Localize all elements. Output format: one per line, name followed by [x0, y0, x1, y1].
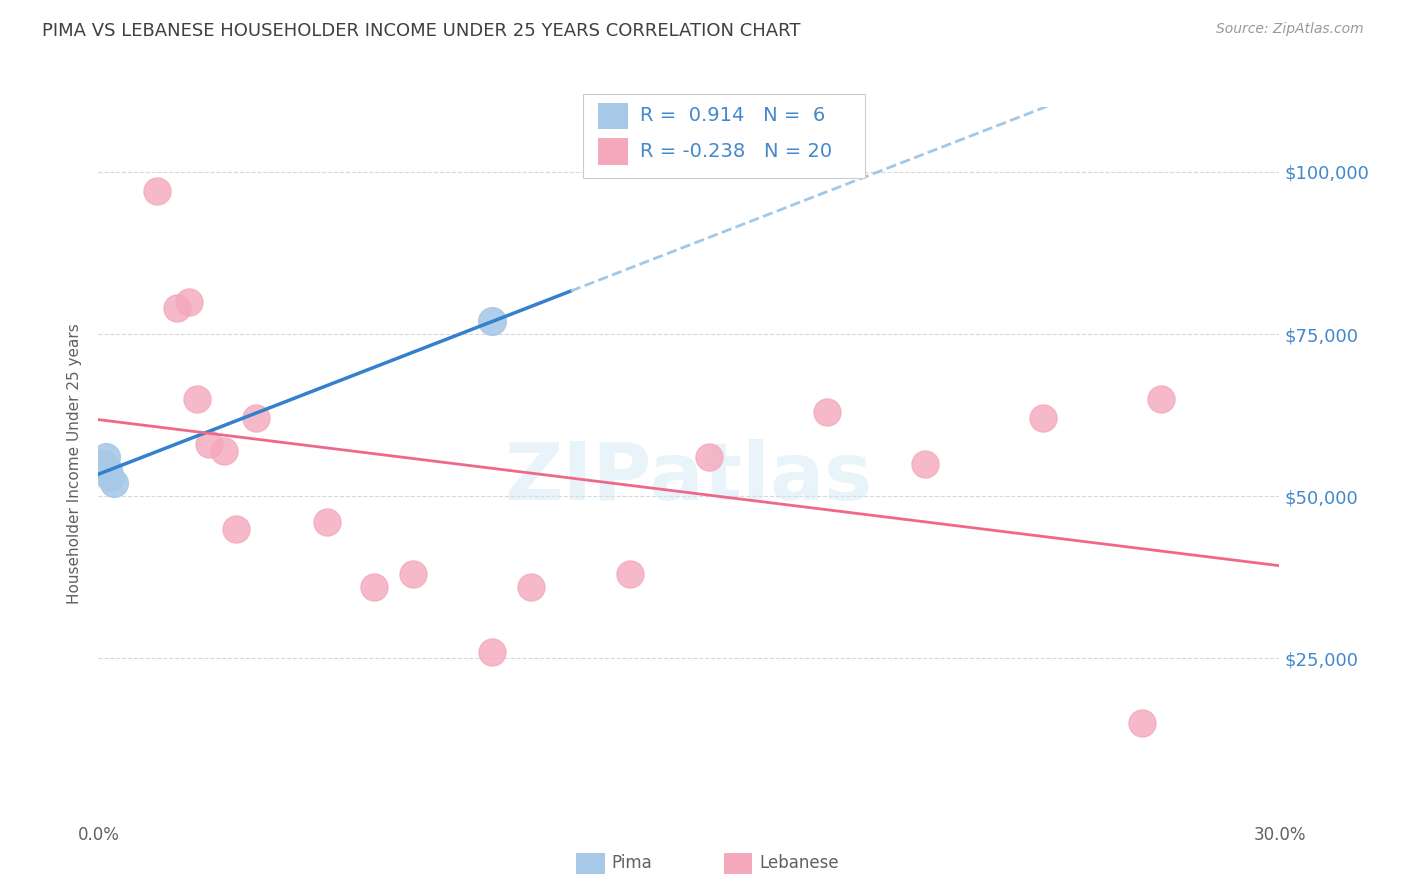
Point — [315, 515, 337, 529]
Point — [914, 457, 936, 471]
Y-axis label: Householder Income Under 25 years: Householder Income Under 25 years — [67, 324, 83, 604]
Point — [146, 185, 169, 199]
Point — [481, 314, 503, 328]
Text: PIMA VS LEBANESE HOUSEHOLDER INCOME UNDER 25 YEARS CORRELATION CHART: PIMA VS LEBANESE HOUSEHOLDER INCOME UNDE… — [42, 22, 800, 40]
Point — [1032, 411, 1054, 425]
Point — [103, 476, 125, 491]
Text: Pima: Pima — [612, 855, 652, 872]
Point — [520, 580, 543, 594]
Point — [214, 443, 236, 458]
Point — [166, 301, 188, 315]
Text: Source: ZipAtlas.com: Source: ZipAtlas.com — [1216, 22, 1364, 37]
Text: R =  0.914   N =  6: R = 0.914 N = 6 — [640, 106, 825, 126]
Point — [815, 405, 838, 419]
Point — [245, 411, 267, 425]
Point — [225, 522, 247, 536]
Point — [177, 294, 200, 309]
Point — [402, 567, 425, 582]
Point — [481, 645, 503, 659]
Point — [197, 437, 219, 451]
Point — [1130, 716, 1153, 731]
Text: ZIPatlas: ZIPatlas — [505, 439, 873, 517]
Point — [93, 457, 115, 471]
Point — [619, 567, 641, 582]
Point — [697, 450, 720, 465]
Text: Lebanese: Lebanese — [759, 855, 839, 872]
Point — [96, 450, 118, 465]
Point — [98, 470, 121, 484]
Point — [1150, 392, 1173, 406]
Point — [186, 392, 208, 406]
Point — [97, 463, 120, 477]
Text: R = -0.238   N = 20: R = -0.238 N = 20 — [640, 142, 832, 161]
Point — [363, 580, 385, 594]
